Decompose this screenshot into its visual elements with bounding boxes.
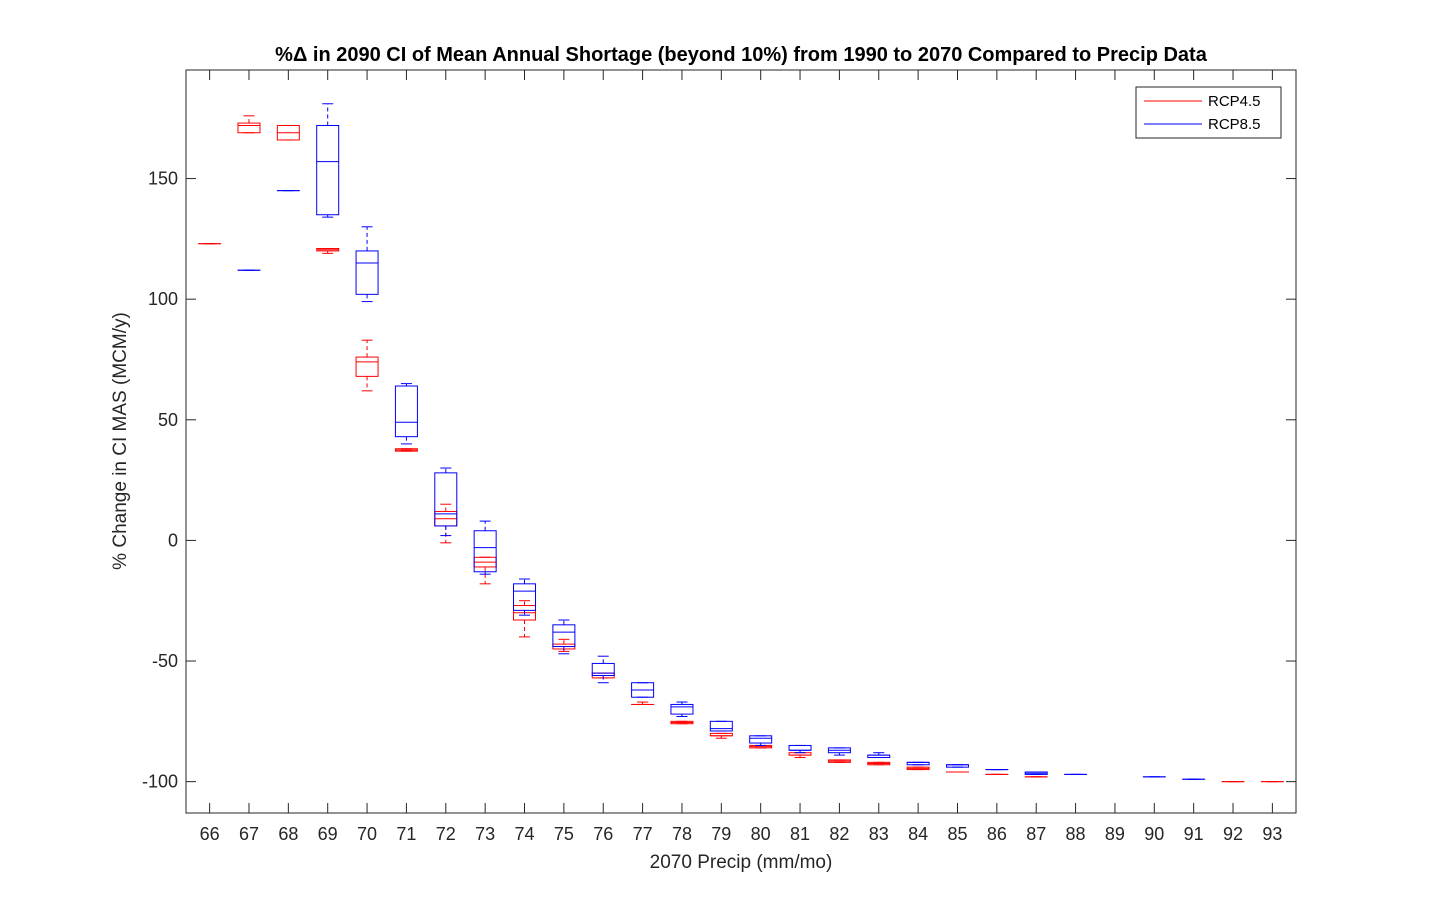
x-tick-label: 75 (554, 824, 574, 844)
box-80 (749, 735, 773, 746)
y-tick-label: -100 (142, 772, 178, 792)
box-74 (513, 578, 537, 616)
box-79 (709, 720, 733, 732)
box-83 (867, 761, 891, 766)
y-tick-label: 50 (158, 410, 178, 430)
x-tick-label: 71 (396, 824, 416, 844)
x-tick-label: 89 (1105, 824, 1125, 844)
box-67 (237, 115, 261, 134)
x-tick-label: 92 (1223, 824, 1243, 844)
y-axis-label: % Change in CI MAS (MCM/y) (110, 312, 131, 570)
box-82 (827, 759, 851, 763)
x-tick-label: 83 (869, 824, 889, 844)
box-78 (670, 720, 694, 725)
box-72 (434, 503, 458, 544)
x-tick-label: 93 (1262, 824, 1282, 844)
y-tick-label: 150 (148, 169, 178, 189)
box-77 (631, 682, 655, 698)
box-iqr (749, 735, 773, 744)
box-85 (945, 764, 969, 768)
box-73 (473, 556, 497, 585)
x-tick-label: 68 (278, 824, 298, 844)
x-tick-label: 81 (790, 824, 810, 844)
y-tick-label: 0 (168, 530, 178, 550)
box-iqr (355, 250, 379, 295)
legend-label-rcp85: RCP8.5 (1208, 116, 1261, 133)
x-tick-label: 77 (633, 824, 653, 844)
x-tick-label: 79 (711, 824, 731, 844)
x-tick-label: 72 (436, 824, 456, 844)
box-79 (709, 732, 733, 739)
box-68 (276, 124, 300, 141)
x-tick-label: 90 (1144, 824, 1164, 844)
legend-label-rcp45: RCP4.5 (1208, 93, 1261, 110)
box-74 (513, 600, 537, 638)
x-tick-label: 78 (672, 824, 692, 844)
x-tick-label: 73 (475, 824, 495, 844)
box-iqr (670, 703, 694, 715)
box-71 (394, 383, 418, 445)
x-axis-label: 2070 Precip (mm/mo) (650, 852, 833, 873)
x-tick-label: 69 (318, 824, 338, 844)
box-iqr (316, 124, 340, 216)
x-tick-label: 88 (1066, 824, 1086, 844)
box-iqr (394, 385, 418, 438)
box-87 (1024, 771, 1048, 775)
box-77 (631, 701, 655, 705)
box-iqr (788, 744, 812, 751)
box-iqr (355, 356, 379, 377)
box-82 (827, 747, 851, 756)
box-73 (473, 520, 497, 575)
x-tick-label: 80 (751, 824, 771, 844)
x-tick-label: 76 (593, 824, 613, 844)
series-rcp45 (198, 115, 1284, 783)
axis-ticks: 66 67 68 69 70 71 72 73 74 75 76 77 78 79 80 81 82 83 84 85… (142, 70, 1296, 844)
box-69 (316, 103, 340, 218)
box-70 (355, 339, 379, 392)
x-tick-label: 86 (987, 824, 1007, 844)
legend: RCP4.5 RCP8.5 (1135, 86, 1282, 139)
plot-frame (185, 69, 1297, 814)
box-81 (788, 752, 812, 759)
box-iqr (473, 530, 497, 573)
box-72 (434, 467, 458, 537)
box-series (198, 103, 1284, 783)
box-76 (591, 655, 615, 684)
box-71 (394, 448, 418, 452)
box-78 (670, 701, 694, 718)
box-84 (906, 761, 930, 766)
box-81 (788, 744, 812, 754)
x-tick-label: 66 (200, 824, 220, 844)
box-75 (552, 619, 576, 655)
box-70 (355, 226, 379, 303)
y-tick-label: -50 (152, 651, 178, 671)
box-iqr (434, 472, 458, 527)
legend-box (1135, 86, 1282, 139)
box-83 (867, 752, 891, 759)
x-tick-label: 74 (514, 824, 534, 844)
chart-title: %Δ in 2090 CI of Mean Annual Shortage (b… (275, 44, 1208, 66)
box-iqr (237, 122, 261, 134)
x-tick-label: 84 (908, 824, 928, 844)
y-tick-label: 100 (148, 289, 178, 309)
box-iqr (552, 624, 576, 648)
box-iqr (591, 662, 615, 676)
x-tick-label: 85 (947, 824, 967, 844)
box-84 (906, 766, 930, 771)
x-tick-label: 91 (1184, 824, 1204, 844)
box-iqr (513, 583, 537, 611)
x-tick-label: 82 (829, 824, 849, 844)
x-tick-label: 67 (239, 824, 259, 844)
x-tick-label: 70 (357, 824, 377, 844)
series-rcp85 (237, 103, 1206, 780)
box-iqr (709, 720, 733, 732)
x-tick-label: 87 (1026, 824, 1046, 844)
box-69 (316, 248, 340, 254)
